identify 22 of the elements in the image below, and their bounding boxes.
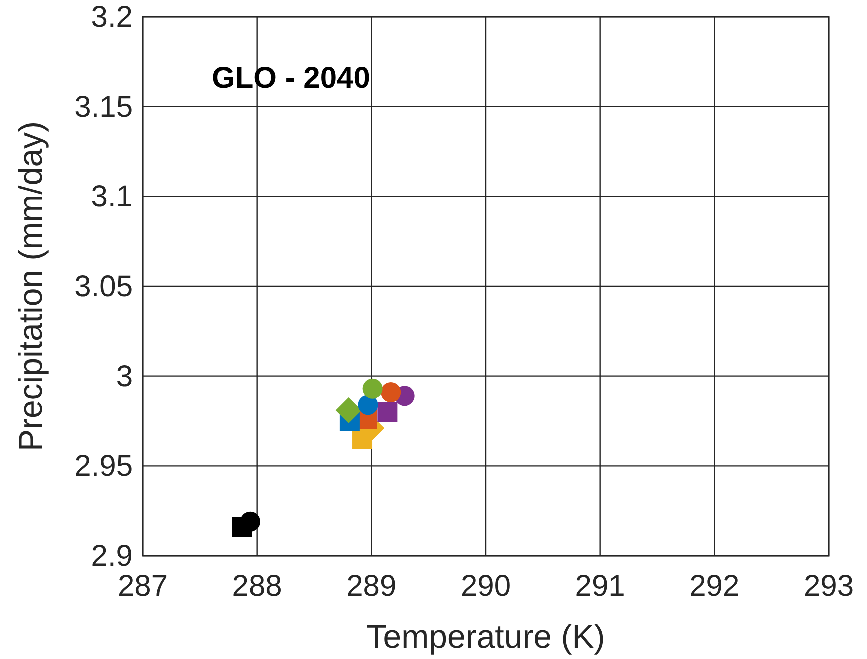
x-tick-label: 289 [346,570,397,603]
y-tick-label: 2.95 [74,450,133,484]
point [378,402,398,422]
x-tick-label: 293 [804,570,854,603]
point [362,378,383,399]
y-tick-label: 2.9 [91,540,133,573]
point [336,397,362,424]
point [381,382,402,403]
point [240,512,260,532]
y-axis-title: Precipitation (mm/day) [12,121,49,452]
x-tick-label: 288 [232,570,282,603]
y-tick-label: 3.15 [74,90,133,124]
x-axis-title: Temperature (K) [366,618,606,655]
y-tick-label: 3 [116,360,133,394]
x-tick-label: 292 [690,570,740,603]
y-tick-label: 3.2 [91,1,133,34]
y-tick-label: 3.1 [91,180,133,214]
y-tick-label: 3.05 [74,270,133,304]
x-tick-label: 287 [118,570,168,603]
x-tick-label: 290 [460,570,512,603]
x-tick-label: 291 [575,570,626,603]
point [358,395,378,416]
